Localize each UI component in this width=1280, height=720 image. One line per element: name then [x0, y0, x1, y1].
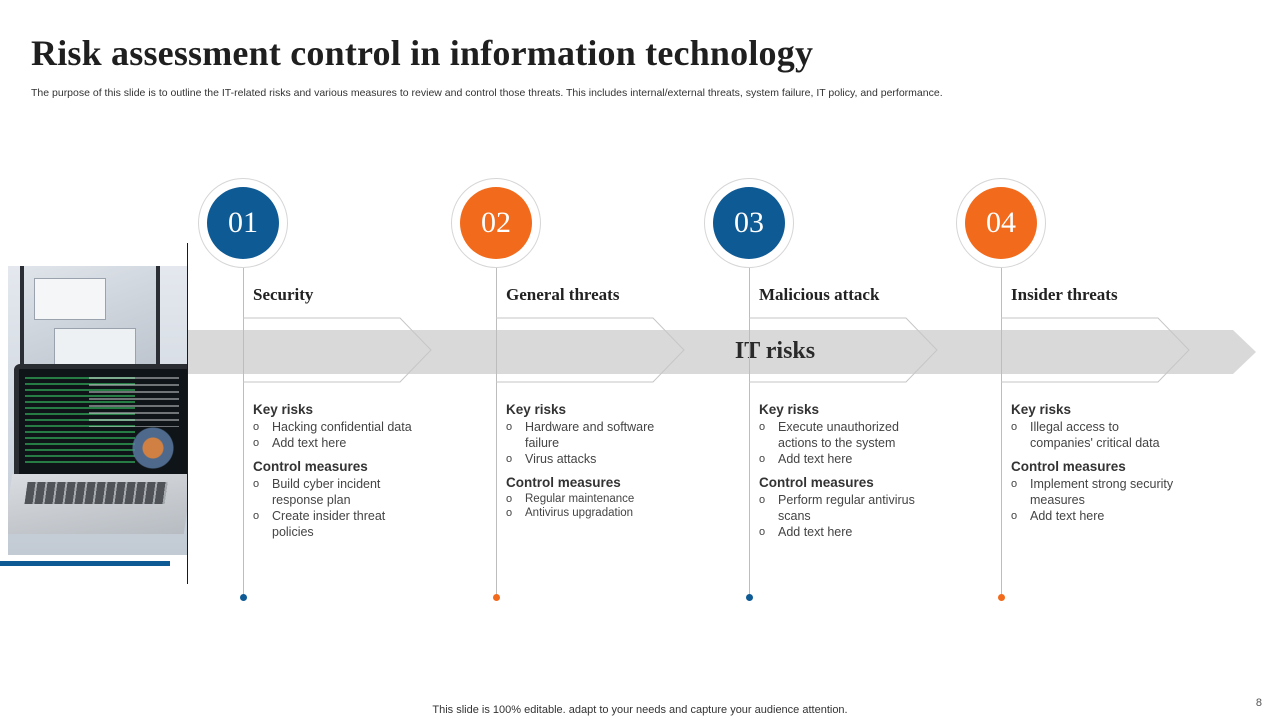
- step-number: 03: [713, 187, 785, 259]
- chevron-bracket: [749, 317, 938, 383]
- step-title: General threats: [506, 285, 620, 304]
- key-risks-list: Hardware and software failureVirus attac…: [506, 419, 676, 467]
- timeline-dot: [998, 594, 1005, 601]
- control-measure-item: Add text here: [1011, 508, 1181, 524]
- footer-note: This slide is 100% editable. adapt to yo…: [432, 704, 848, 716]
- key-risks-list: Execute unauthorized actions to the syst…: [759, 419, 929, 467]
- key-risks-list: Hacking confidential dataAdd text here: [253, 419, 423, 451]
- control-measure-item: Antivirus upgradation: [506, 506, 676, 520]
- page-number: 8: [1255, 697, 1262, 709]
- step-content: Key risks Hardware and software failureVi…: [506, 402, 676, 528]
- timeline-dot: [240, 594, 247, 601]
- step-number: 01: [207, 187, 279, 259]
- step-content: Key risks Execute unauthorized actions to…: [759, 402, 929, 548]
- control-measures-heading: Control measures: [759, 475, 874, 490]
- control-measure-item: Build cyber incident response plan: [253, 476, 423, 508]
- laptop-photo: [8, 266, 188, 555]
- chevron-bracket: [496, 317, 685, 383]
- timeline-stem: [496, 268, 497, 598]
- step-number: 04: [965, 187, 1037, 259]
- step-number-badge: 02: [451, 178, 541, 268]
- step-number: 02: [460, 187, 532, 259]
- key-risks-heading: Key risks: [1011, 402, 1072, 417]
- key-risk-item: Virus attacks: [506, 451, 676, 467]
- step-content: Key risks Illegal access to companies' cr…: [1011, 402, 1181, 532]
- control-measures-heading: Control measures: [506, 475, 621, 490]
- control-measures-heading: Control measures: [1011, 459, 1126, 474]
- band-label: IT risks: [734, 338, 816, 364]
- control-measures-list: Implement strong security measuresAdd te…: [1011, 476, 1181, 524]
- slide-title: Risk assessment control in information t…: [31, 33, 814, 73]
- key-risks-heading: Key risks: [253, 402, 314, 417]
- control-measures-list: Perform regular antivirus scansAdd text …: [759, 492, 929, 540]
- accent-bar: [0, 561, 170, 566]
- control-measures-heading: Control measures: [253, 459, 368, 474]
- control-measure-item: Create insider threat policies: [253, 508, 423, 540]
- key-risk-item: Add text here: [253, 435, 423, 451]
- chevron-bracket: [1001, 317, 1190, 383]
- timeline-dot: [493, 594, 500, 601]
- step-number-badge: 03: [704, 178, 794, 268]
- key-risk-item: Execute unauthorized actions to the syst…: [759, 419, 929, 451]
- timeline-stem: [1001, 268, 1002, 598]
- step-title: Malicious attack: [759, 285, 880, 304]
- it-risks-arrow-band: [188, 330, 1256, 374]
- timeline-stem: [749, 268, 750, 598]
- step-title: Insider threats: [1011, 285, 1118, 304]
- control-measure-item: Add text here: [759, 524, 929, 540]
- step-title: Security: [253, 285, 314, 304]
- key-risks-heading: Key risks: [759, 402, 820, 417]
- step-number-badge: 01: [198, 178, 288, 268]
- key-risks-list: Illegal access to companies' critical da…: [1011, 419, 1181, 451]
- step-number-badge: 04: [956, 178, 1046, 268]
- key-risk-item: Hacking confidential data: [253, 419, 423, 435]
- slide-subtitle: The purpose of this slide is to outline …: [31, 87, 943, 99]
- chevron-bracket: [243, 317, 432, 383]
- timeline-dot: [746, 594, 753, 601]
- control-measure-item: Implement strong security measures: [1011, 476, 1181, 508]
- control-measure-item: Regular maintenance: [506, 492, 676, 506]
- key-risks-heading: Key risks: [506, 402, 567, 417]
- key-risk-item: Add text here: [759, 451, 929, 467]
- laptop-screen-illustration: [14, 364, 188, 482]
- control-measures-list: Regular maintenanceAntivirus upgradation: [506, 492, 676, 520]
- divider-line: [187, 243, 188, 584]
- timeline-stem: [243, 268, 244, 598]
- control-measures-list: Build cyber incident response planCreate…: [253, 476, 423, 540]
- key-risk-item: Hardware and software failure: [506, 419, 676, 451]
- step-content: Key risks Hacking confidential dataAdd te…: [253, 402, 423, 548]
- control-measure-item: Perform regular antivirus scans: [759, 492, 929, 524]
- key-risk-item: Illegal access to companies' critical da…: [1011, 419, 1181, 451]
